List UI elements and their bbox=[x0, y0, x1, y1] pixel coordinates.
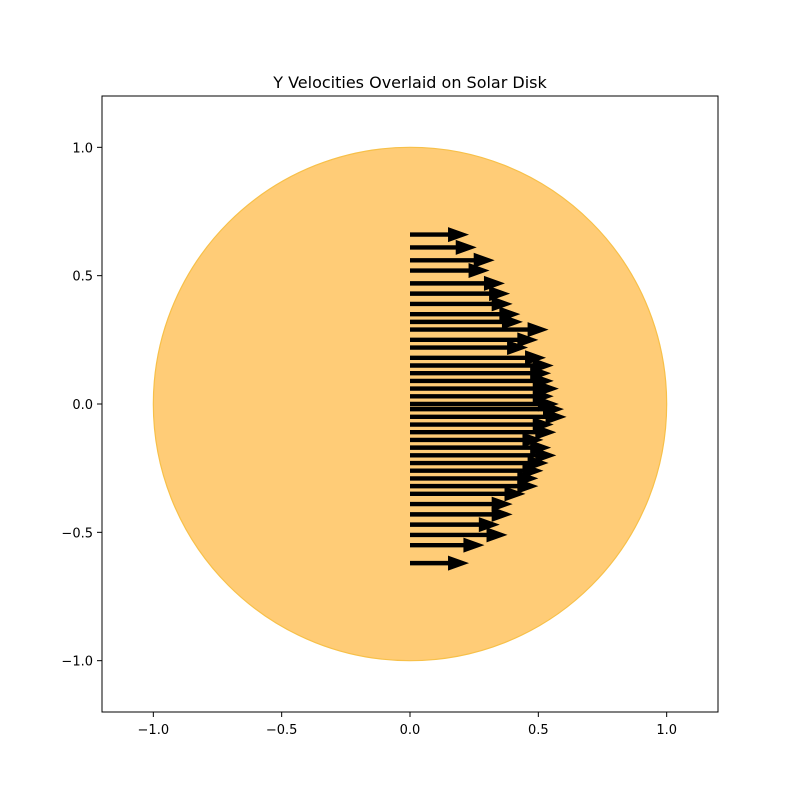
velocity-arrow-1 bbox=[410, 239, 477, 255]
solar-disk bbox=[152, 146, 668, 662]
x-tick-label: −1.0 bbox=[138, 723, 170, 738]
y-axis: −1.0 −0.5 0.0 0.5 1.0 bbox=[61, 141, 102, 670]
velocity-arrow-31 bbox=[410, 496, 513, 512]
plot-area bbox=[152, 146, 668, 662]
y-tick-label: −0.5 bbox=[61, 526, 93, 541]
velocity-arrow-16 bbox=[410, 381, 559, 397]
velocity-arrow-11 bbox=[410, 340, 529, 356]
y-tick-label: 0.5 bbox=[72, 270, 93, 285]
velocity-arrows bbox=[410, 227, 567, 571]
velocity-arrow-18 bbox=[410, 396, 559, 412]
chart-title: Y Velocities Overlaid on Solar Disk bbox=[272, 73, 547, 92]
y-tick-label: 1.0 bbox=[72, 141, 93, 156]
velocity-arrow-27 bbox=[410, 463, 544, 479]
velocity-arrow-12 bbox=[410, 350, 547, 366]
velocity-arrow-10 bbox=[410, 332, 539, 348]
velocity-arrow-32 bbox=[410, 506, 513, 522]
velocity-arrow-25 bbox=[410, 447, 557, 463]
velocity-arrow-15 bbox=[410, 373, 554, 389]
velocity-arrow-22 bbox=[410, 424, 557, 440]
y-tick-label: −1.0 bbox=[61, 655, 93, 670]
velocity-arrow-7 bbox=[410, 306, 521, 322]
velocity-arrow-6 bbox=[410, 296, 513, 312]
velocity-arrow-30 bbox=[410, 486, 526, 502]
velocity-arrow-17 bbox=[410, 388, 554, 404]
x-tick-label: −0.5 bbox=[266, 723, 298, 738]
velocity-arrow-35 bbox=[410, 537, 485, 553]
velocity-arrow-0 bbox=[410, 227, 470, 243]
velocity-arrow-4 bbox=[410, 275, 505, 291]
velocity-arrow-3 bbox=[410, 263, 490, 279]
velocity-arrow-2 bbox=[410, 252, 495, 268]
velocity-arrow-9 bbox=[410, 322, 549, 338]
velocity-arrow-21 bbox=[410, 417, 554, 433]
velocity-arrow-33 bbox=[410, 517, 500, 533]
x-tick-label: 1.0 bbox=[656, 723, 677, 738]
velocity-arrow-36 bbox=[410, 555, 470, 571]
y-tick-label: 0.0 bbox=[72, 398, 93, 413]
velocity-arrow-28 bbox=[410, 470, 539, 486]
velocity-arrow-29 bbox=[410, 478, 539, 494]
velocity-arrow-14 bbox=[410, 365, 552, 381]
x-tick-label: 0.0 bbox=[400, 723, 421, 738]
velocity-arrow-23 bbox=[410, 432, 544, 448]
velocity-arrow-8 bbox=[410, 314, 523, 330]
velocity-arrow-26 bbox=[410, 455, 549, 471]
velocity-arrow-5 bbox=[410, 286, 511, 302]
velocity-arrow-19 bbox=[410, 401, 564, 417]
x-tick-label: 0.5 bbox=[528, 723, 549, 738]
velocity-arrow-13 bbox=[410, 358, 554, 373]
velocity-arrow-20 bbox=[410, 409, 567, 425]
velocity-arrow-24 bbox=[410, 440, 552, 456]
velocity-arrow-34 bbox=[410, 527, 508, 543]
x-axis: −1.0 −0.5 0.0 0.5 1.0 bbox=[138, 712, 677, 738]
